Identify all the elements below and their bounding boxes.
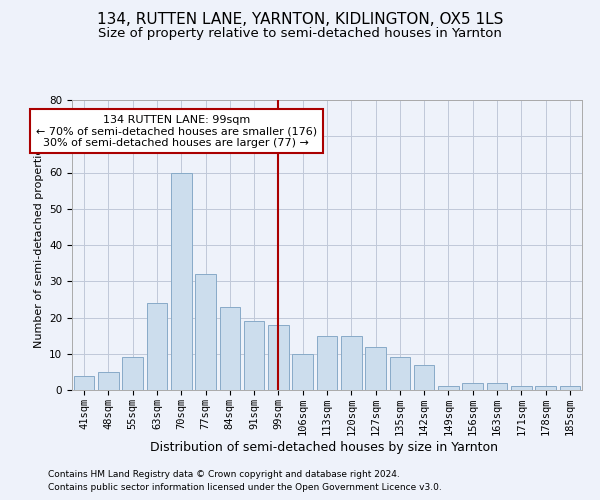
Text: Contains public sector information licensed under the Open Government Licence v3: Contains public sector information licen… [48,484,442,492]
Bar [195,274,216,390]
Text: Distribution of semi-detached houses by size in Yarnton: Distribution of semi-detached houses by … [150,441,498,454]
Text: 134 RUTTEN LANE: 99sqm
← 70% of semi-detached houses are smaller (176)
30% of se: 134 RUTTEN LANE: 99sqm ← 70% of semi-det… [36,114,317,148]
Bar [220,306,240,390]
Bar [317,336,337,390]
Text: 134, RUTTEN LANE, YARNTON, KIDLINGTON, OX5 1LS: 134, RUTTEN LANE, YARNTON, KIDLINGTON, O… [97,12,503,28]
Bar [292,354,313,390]
Bar [560,386,580,390]
Bar [98,372,119,390]
Bar [341,336,362,390]
Bar [146,303,167,390]
Bar [438,386,459,390]
Bar [463,383,483,390]
Bar [511,386,532,390]
Bar [74,376,94,390]
Text: Contains HM Land Registry data © Crown copyright and database right 2024.: Contains HM Land Registry data © Crown c… [48,470,400,479]
Bar [535,386,556,390]
Bar [244,321,265,390]
Y-axis label: Number of semi-detached properties: Number of semi-detached properties [34,142,44,348]
Bar [365,346,386,390]
Bar [171,172,191,390]
Bar [389,358,410,390]
Bar [268,325,289,390]
Bar [414,364,434,390]
Bar [122,358,143,390]
Text: Size of property relative to semi-detached houses in Yarnton: Size of property relative to semi-detach… [98,28,502,40]
Bar [487,383,508,390]
